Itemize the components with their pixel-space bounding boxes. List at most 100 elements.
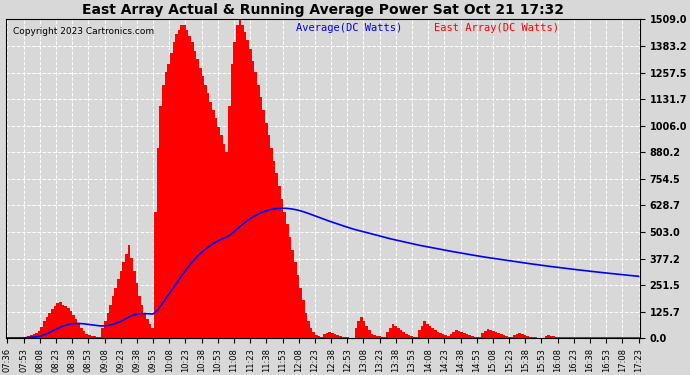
- Bar: [141, 304, 144, 338]
- Bar: [447, 336, 450, 338]
- Bar: [220, 135, 223, 338]
- Bar: [286, 224, 288, 338]
- Bar: [257, 85, 259, 338]
- Bar: [294, 262, 297, 338]
- Bar: [83, 331, 86, 338]
- Bar: [547, 335, 550, 338]
- Bar: [463, 333, 466, 338]
- Bar: [207, 93, 210, 338]
- Bar: [28, 336, 30, 338]
- Bar: [77, 324, 80, 338]
- Bar: [505, 336, 508, 338]
- Bar: [284, 211, 286, 338]
- Bar: [119, 271, 122, 338]
- Bar: [51, 309, 54, 338]
- Bar: [175, 34, 178, 338]
- Bar: [144, 313, 146, 338]
- Bar: [355, 328, 357, 338]
- Bar: [379, 336, 381, 338]
- Bar: [46, 317, 48, 338]
- Bar: [405, 334, 408, 338]
- Bar: [75, 320, 77, 338]
- Bar: [241, 26, 244, 338]
- Bar: [125, 254, 128, 338]
- Bar: [149, 324, 151, 338]
- Bar: [30, 335, 32, 338]
- Bar: [304, 313, 307, 338]
- Bar: [70, 311, 72, 338]
- Bar: [434, 330, 437, 338]
- Bar: [492, 331, 495, 338]
- Bar: [228, 106, 230, 338]
- Bar: [297, 275, 299, 338]
- Bar: [230, 63, 233, 338]
- Bar: [226, 152, 228, 338]
- Bar: [389, 328, 392, 338]
- Bar: [104, 321, 106, 338]
- Title: East Array Actual & Running Average Power Sat Oct 21 17:32: East Array Actual & Running Average Powe…: [82, 3, 564, 17]
- Bar: [313, 332, 315, 338]
- Bar: [482, 333, 484, 338]
- Bar: [357, 321, 360, 338]
- Bar: [93, 336, 96, 338]
- Bar: [526, 336, 529, 338]
- Bar: [529, 337, 531, 338]
- Bar: [418, 330, 421, 338]
- Bar: [106, 313, 109, 338]
- Bar: [61, 304, 64, 338]
- Bar: [363, 321, 365, 338]
- Bar: [246, 40, 249, 338]
- Bar: [453, 332, 455, 338]
- Bar: [524, 335, 526, 338]
- Bar: [307, 321, 310, 338]
- Bar: [455, 330, 457, 338]
- Bar: [386, 332, 389, 338]
- Bar: [86, 334, 88, 338]
- Bar: [518, 333, 521, 338]
- Bar: [48, 313, 51, 338]
- Bar: [80, 328, 83, 338]
- Bar: [64, 306, 67, 338]
- Bar: [457, 331, 460, 338]
- Bar: [397, 328, 400, 338]
- Bar: [450, 334, 453, 338]
- Bar: [215, 118, 217, 338]
- Bar: [500, 334, 502, 338]
- Bar: [336, 335, 339, 338]
- Bar: [469, 335, 471, 338]
- Bar: [502, 335, 505, 338]
- Bar: [511, 337, 513, 338]
- Bar: [167, 63, 170, 338]
- Bar: [170, 53, 172, 338]
- Bar: [249, 49, 252, 338]
- Bar: [555, 337, 558, 338]
- Bar: [244, 32, 246, 338]
- Bar: [268, 135, 270, 338]
- Bar: [151, 328, 154, 338]
- Bar: [262, 110, 265, 338]
- Bar: [259, 98, 262, 338]
- Bar: [157, 148, 159, 338]
- Bar: [291, 250, 294, 338]
- Bar: [424, 321, 426, 338]
- Bar: [270, 148, 273, 338]
- Bar: [360, 317, 363, 338]
- Bar: [43, 321, 46, 338]
- Bar: [183, 26, 186, 338]
- Bar: [172, 42, 175, 338]
- Bar: [212, 110, 215, 338]
- Bar: [128, 245, 130, 338]
- Bar: [484, 331, 486, 338]
- Bar: [444, 335, 447, 338]
- Bar: [122, 262, 125, 338]
- Bar: [278, 186, 281, 338]
- Bar: [38, 331, 41, 338]
- Bar: [381, 337, 384, 338]
- Bar: [426, 324, 428, 338]
- Bar: [180, 26, 183, 338]
- Bar: [201, 76, 204, 338]
- Bar: [288, 237, 291, 338]
- Bar: [466, 334, 469, 338]
- Bar: [130, 258, 133, 338]
- Bar: [365, 326, 368, 338]
